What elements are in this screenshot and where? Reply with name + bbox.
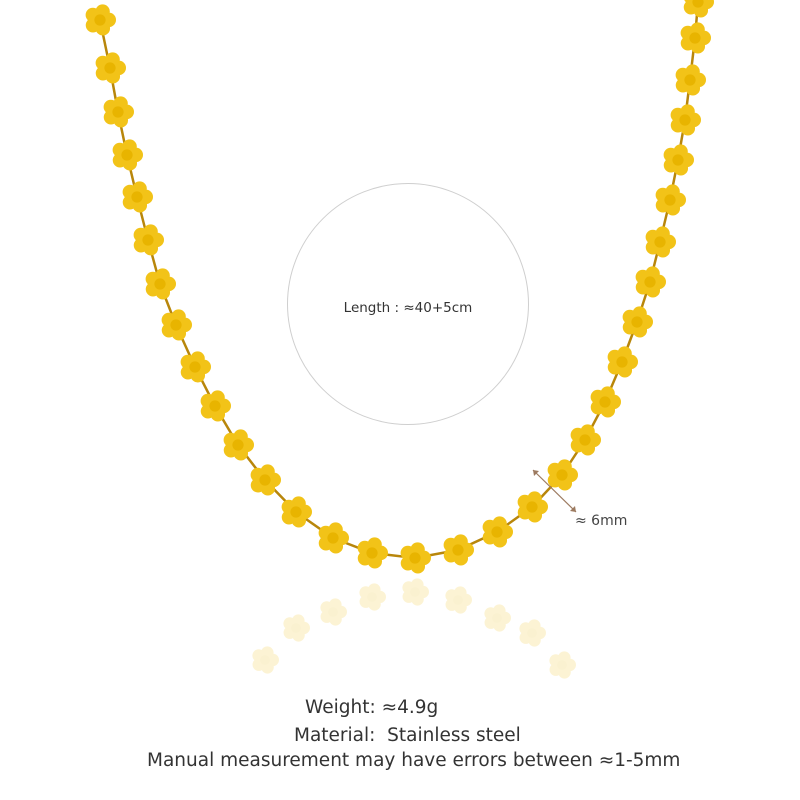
flower-charm xyxy=(318,522,349,554)
flower-charm xyxy=(547,459,578,491)
flower-charm xyxy=(357,537,388,569)
flower-charm xyxy=(645,226,676,258)
flower-charm xyxy=(103,96,134,128)
flower-charm xyxy=(95,52,126,84)
flower-charm xyxy=(145,268,176,300)
flower-charm xyxy=(200,390,231,422)
width-label: ≈ 6mm xyxy=(575,513,628,529)
flower-charm xyxy=(180,351,211,383)
flower-charm xyxy=(635,266,666,298)
flower-charm xyxy=(443,534,474,566)
necklace-reflection xyxy=(252,578,576,679)
flower-reflection xyxy=(359,583,386,611)
flower-charm xyxy=(133,224,164,256)
flower-charm xyxy=(250,464,281,496)
length-circle xyxy=(287,183,529,425)
flower-charm xyxy=(517,491,548,523)
flower-charm xyxy=(482,516,513,548)
flower-reflection xyxy=(283,614,310,642)
flower-charm xyxy=(655,184,686,216)
flower-charm xyxy=(675,64,706,96)
weight-text: Weight: ≈4.9g xyxy=(305,697,439,718)
length-label: Length : ≈40+5cm xyxy=(343,300,473,316)
flower-reflection xyxy=(549,651,576,679)
flower-charm xyxy=(223,429,254,461)
flower-reflection xyxy=(519,619,546,647)
flower-reflection xyxy=(402,578,429,606)
flower-charm xyxy=(670,104,701,136)
flower-charm xyxy=(400,542,431,574)
flower-reflection xyxy=(252,646,279,674)
flower-reflection xyxy=(484,604,511,632)
flower-charm xyxy=(112,139,143,171)
flower-charm xyxy=(281,496,312,528)
flower-charm xyxy=(85,4,116,36)
material-text: Material: Stainless steel xyxy=(294,725,521,746)
flower-charm xyxy=(622,306,653,338)
flower-charm xyxy=(161,309,192,341)
flower-charm xyxy=(683,0,714,18)
flower-charm xyxy=(570,424,601,456)
flower-charm xyxy=(663,144,694,176)
flower-charm xyxy=(590,386,621,418)
flower-reflection xyxy=(320,598,347,626)
flower-charm xyxy=(122,181,153,213)
flower-charm xyxy=(680,22,711,54)
flower-charm xyxy=(607,346,638,378)
measurement-note: Manual measurement may have errors betwe… xyxy=(147,750,681,771)
flower-reflection xyxy=(445,586,472,614)
width-arrow xyxy=(532,469,577,513)
